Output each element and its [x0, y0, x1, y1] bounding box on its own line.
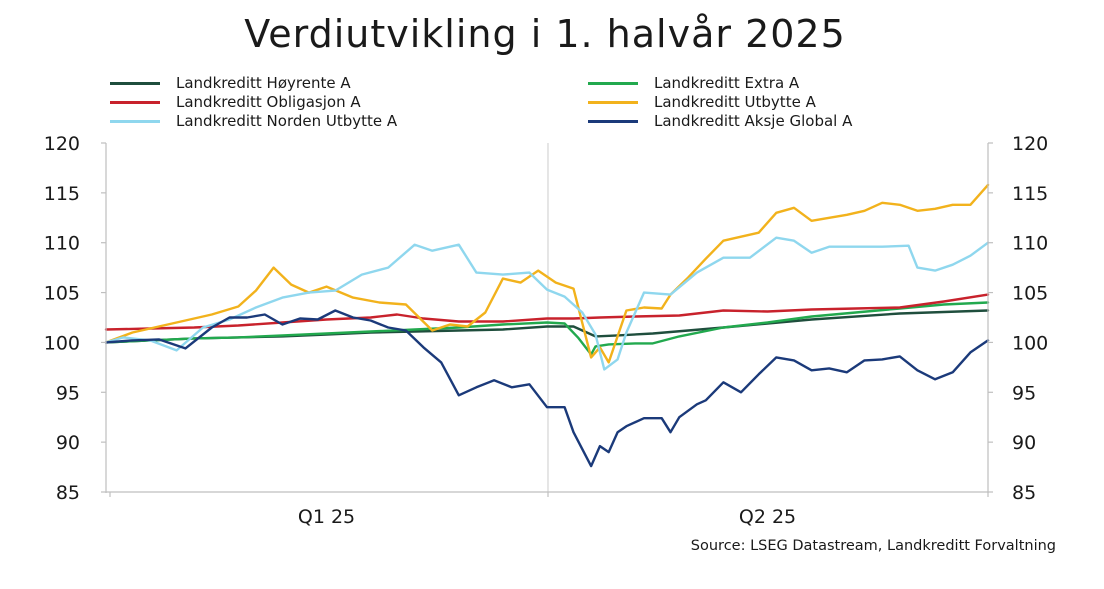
y-tick-label-right: 90: [1012, 432, 1036, 454]
y-tick-label-left: 115: [44, 183, 80, 205]
legend-item: Landkreditt Aksje Global A: [588, 111, 852, 131]
y-tick-label-right: 105: [1012, 283, 1048, 305]
y-tick-label-right: 115: [1012, 183, 1048, 205]
y-tick-label-left: 85: [56, 482, 80, 504]
legend-label: Landkreditt Extra A: [654, 74, 800, 92]
legend-swatch: [110, 119, 160, 123]
legend-item: Landkreditt Norden Utbytte A: [110, 111, 397, 131]
legend-swatch: [588, 100, 638, 104]
y-tick-label-right: 110: [1012, 233, 1048, 255]
series-line-2: [104, 301, 990, 356]
y-tick-label-left: 100: [44, 332, 80, 354]
y-tick-label-left: 105: [44, 283, 80, 305]
legend-item: Landkreditt Høyrente A: [110, 73, 351, 93]
x-category-label: Q1 25: [298, 506, 355, 528]
legend-swatch: [110, 81, 160, 85]
series-line-5: [104, 236, 990, 371]
y-tick-label-right: 85: [1012, 482, 1036, 504]
y-tick-label-left: 110: [44, 233, 80, 255]
legend-swatch: [588, 119, 638, 123]
legend-swatch: [588, 81, 638, 85]
legend-label: Landkreditt Norden Utbytte A: [176, 112, 398, 130]
series-line-6: [104, 309, 990, 468]
legend-swatch: [110, 100, 160, 104]
legend-item: Landkreditt Utbytte A: [588, 92, 816, 112]
legend-label: Landkreditt Obligasjon A: [176, 93, 361, 111]
series-line-3: [104, 293, 990, 331]
y-tick-label-left: 90: [56, 432, 80, 454]
legend-item: Landkreditt Obligasjon A: [110, 92, 361, 112]
y-tick-label-right: 95: [1012, 382, 1036, 404]
chart-title: Verdiutvikling i 1. halvår 2025: [244, 12, 846, 56]
y-tick-label-left: 120: [44, 133, 80, 155]
y-tick-label-right: 120: [1012, 133, 1048, 155]
legend-label: Landkreditt Høyrente A: [176, 74, 351, 92]
legend-label: Landkreditt Utbytte A: [654, 93, 816, 111]
legend-item: Landkreditt Extra A: [588, 73, 799, 93]
y-tick-label-right: 100: [1012, 332, 1048, 354]
legend-label: Landkreditt Aksje Global A: [654, 112, 853, 130]
series-line-4: [104, 183, 990, 364]
y-tick-label-left: 95: [56, 382, 80, 404]
source-note: Source: LSEG Datastream, Landkreditt For…: [690, 538, 1056, 554]
x-category-label: Q2 25: [739, 506, 796, 528]
